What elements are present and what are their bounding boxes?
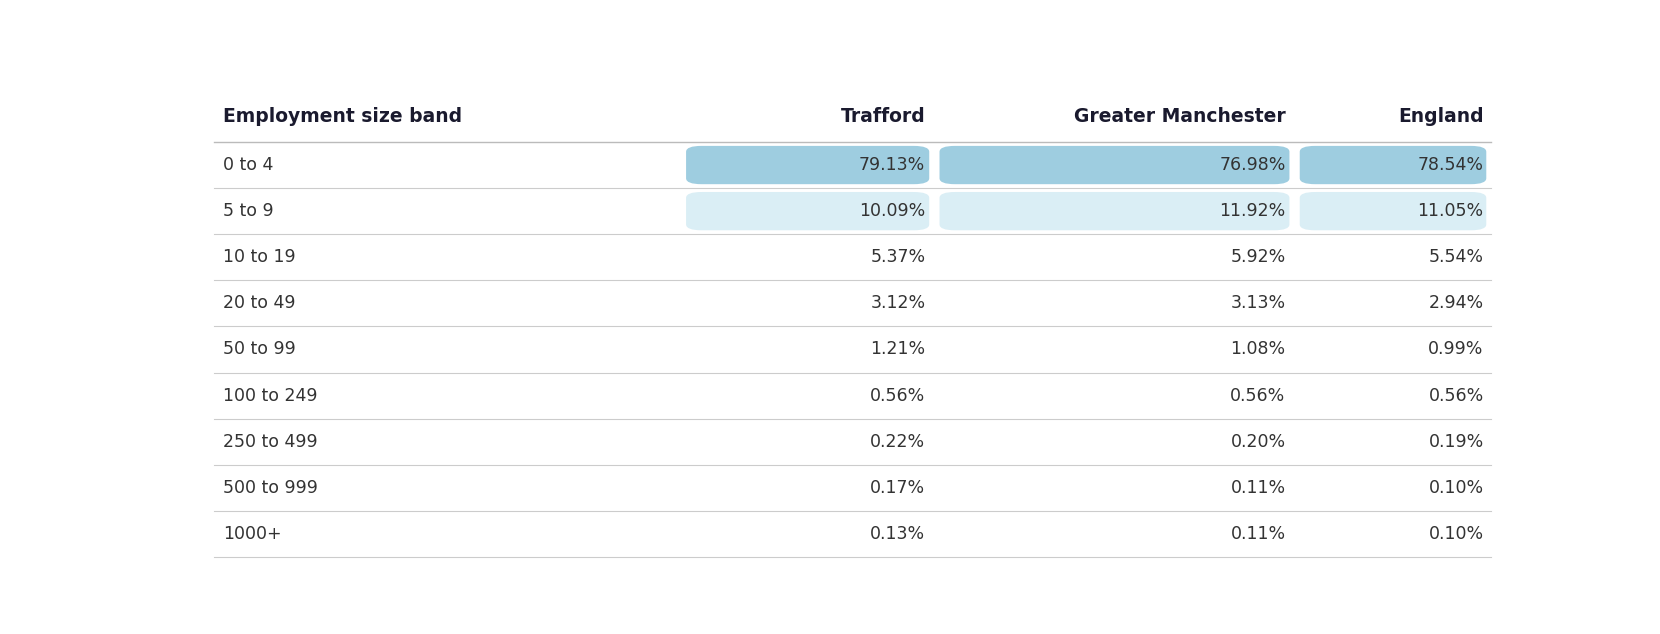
FancyBboxPatch shape — [1300, 146, 1486, 184]
Text: 5.54%: 5.54% — [1429, 249, 1484, 266]
Text: Trafford: Trafford — [840, 107, 925, 126]
Text: 76.98%: 76.98% — [1218, 156, 1285, 174]
Text: 10.09%: 10.09% — [860, 202, 925, 220]
Text: 0.22%: 0.22% — [870, 432, 925, 451]
Text: 1.08%: 1.08% — [1230, 340, 1285, 358]
Text: 1.21%: 1.21% — [870, 340, 925, 358]
Text: 78.54%: 78.54% — [1418, 156, 1484, 174]
Text: 10 to 19: 10 to 19 — [222, 249, 295, 266]
Text: 0.56%: 0.56% — [870, 387, 925, 404]
Text: 0.17%: 0.17% — [870, 479, 925, 497]
FancyBboxPatch shape — [686, 192, 930, 230]
Text: 50 to 99: 50 to 99 — [222, 340, 295, 358]
Text: 3.12%: 3.12% — [870, 294, 925, 313]
Text: 11.05%: 11.05% — [1418, 202, 1484, 220]
Text: 0.10%: 0.10% — [1429, 525, 1484, 543]
Text: 100 to 249: 100 to 249 — [222, 387, 317, 404]
Text: 0.56%: 0.56% — [1230, 387, 1285, 404]
Text: 250 to 499: 250 to 499 — [222, 432, 317, 451]
Text: 20 to 49: 20 to 49 — [222, 294, 295, 313]
Text: England: England — [1398, 107, 1484, 126]
Text: 1000+: 1000+ — [222, 525, 282, 543]
Text: 0.19%: 0.19% — [1429, 432, 1484, 451]
Text: 5 to 9: 5 to 9 — [222, 202, 274, 220]
Text: 0.99%: 0.99% — [1428, 340, 1484, 358]
Text: 0.10%: 0.10% — [1429, 479, 1484, 497]
Text: 5.92%: 5.92% — [1230, 249, 1285, 266]
Text: 79.13%: 79.13% — [860, 156, 925, 174]
FancyBboxPatch shape — [940, 192, 1290, 230]
Text: 0.56%: 0.56% — [1429, 387, 1484, 404]
Text: Greater Manchester: Greater Manchester — [1074, 107, 1285, 126]
Text: 0.20%: 0.20% — [1230, 432, 1285, 451]
Text: 0.11%: 0.11% — [1230, 525, 1285, 543]
FancyBboxPatch shape — [940, 146, 1290, 184]
FancyBboxPatch shape — [1300, 192, 1486, 230]
Text: 500 to 999: 500 to 999 — [222, 479, 317, 497]
Text: Employment size band: Employment size band — [222, 107, 461, 126]
Text: 2.94%: 2.94% — [1429, 294, 1484, 313]
Text: 5.37%: 5.37% — [870, 249, 925, 266]
Text: 3.13%: 3.13% — [1230, 294, 1285, 313]
Text: 0 to 4: 0 to 4 — [222, 156, 274, 174]
FancyBboxPatch shape — [686, 146, 930, 184]
Text: 11.92%: 11.92% — [1220, 202, 1285, 220]
Text: 0.11%: 0.11% — [1230, 479, 1285, 497]
Text: 0.13%: 0.13% — [870, 525, 925, 543]
